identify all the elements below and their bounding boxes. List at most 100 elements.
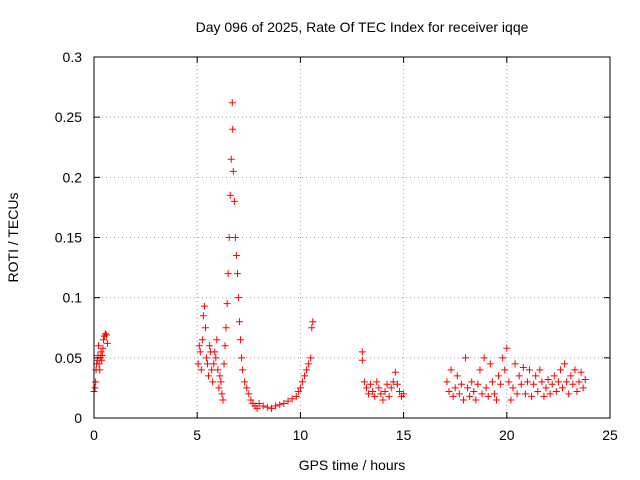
data-point xyxy=(490,390,498,398)
x-axis-label: GPS time / hours xyxy=(299,457,406,473)
y-tick-label: 0 xyxy=(74,410,82,426)
data-point xyxy=(495,372,503,380)
data-point xyxy=(305,360,313,368)
data-point xyxy=(472,396,480,404)
data-point xyxy=(268,404,276,412)
data-point xyxy=(546,390,554,398)
data-point xyxy=(579,384,587,392)
data-point xyxy=(98,351,106,359)
data-point xyxy=(230,197,238,205)
data-point xyxy=(453,372,461,380)
data-point xyxy=(209,378,217,386)
data-point xyxy=(393,380,401,388)
data-point xyxy=(505,378,513,386)
data-point xyxy=(92,378,100,386)
data-point xyxy=(219,396,227,404)
data-point xyxy=(552,388,560,396)
y-tick-label: 0.1 xyxy=(63,290,83,306)
data-point xyxy=(95,342,103,350)
data-point xyxy=(567,372,575,380)
data-point xyxy=(379,396,387,404)
data-point xyxy=(102,331,110,339)
data-point xyxy=(550,372,558,380)
data-point xyxy=(101,330,109,338)
y-tick-label: 0.2 xyxy=(63,169,83,185)
data-point xyxy=(96,366,104,374)
y-tick-label: 0.05 xyxy=(55,350,82,366)
data-point xyxy=(540,392,548,400)
data-point xyxy=(503,344,511,352)
data-point xyxy=(237,336,245,344)
data-point xyxy=(528,392,536,400)
data-point xyxy=(383,380,391,388)
data-point xyxy=(198,336,206,344)
data-point xyxy=(548,380,556,388)
data-point xyxy=(391,368,399,376)
data-point xyxy=(255,400,263,408)
data-point xyxy=(296,384,304,392)
data-point xyxy=(577,368,585,376)
data-point xyxy=(395,388,403,396)
data-point xyxy=(377,390,385,398)
data-point xyxy=(99,344,107,352)
data-point xyxy=(515,372,523,380)
data-point xyxy=(205,372,213,380)
data-point xyxy=(532,372,540,380)
data-point xyxy=(213,336,221,344)
data-point xyxy=(288,395,296,403)
data-point xyxy=(375,384,383,392)
data-point xyxy=(214,366,222,374)
data-point xyxy=(221,342,229,350)
data-point xyxy=(220,360,228,368)
data-point xyxy=(462,354,470,362)
data-point xyxy=(486,360,494,368)
data-point xyxy=(227,155,235,163)
data-point xyxy=(445,388,453,396)
data-point xyxy=(573,388,581,396)
x-tick-label: 20 xyxy=(499,427,515,443)
x-tick-label: 25 xyxy=(602,427,618,443)
data-point xyxy=(215,384,223,392)
data-point xyxy=(468,378,476,386)
data-point xyxy=(581,375,589,383)
x-tick-label: 10 xyxy=(293,427,309,443)
data-point xyxy=(538,378,546,386)
data-point xyxy=(97,348,105,356)
data-point xyxy=(478,390,486,398)
data-point xyxy=(204,360,212,368)
data-point xyxy=(210,360,218,368)
data-point xyxy=(253,404,261,412)
data-point xyxy=(231,234,239,241)
data-point xyxy=(509,384,517,392)
data-point xyxy=(238,354,246,362)
data-point xyxy=(239,366,247,374)
data-point xyxy=(91,384,99,392)
data-point xyxy=(511,360,519,368)
y-tick-label: 0.25 xyxy=(55,109,82,125)
data-point xyxy=(197,366,205,374)
data-point xyxy=(480,354,488,362)
data-point xyxy=(542,384,550,392)
data-point xyxy=(507,396,515,404)
data-point xyxy=(484,392,492,400)
data-point xyxy=(554,378,562,386)
data-point xyxy=(212,354,220,362)
data-point xyxy=(216,372,224,380)
data-point xyxy=(232,252,240,260)
data-point xyxy=(358,356,366,364)
data-point xyxy=(226,191,234,199)
data-point xyxy=(309,318,317,326)
data-point xyxy=(575,378,583,386)
data-point xyxy=(526,366,534,374)
data-point xyxy=(488,378,496,386)
data-point xyxy=(365,390,373,398)
data-point xyxy=(449,392,457,400)
data-point xyxy=(233,270,241,278)
x-tick-label: 15 xyxy=(396,427,412,443)
data-point xyxy=(523,378,531,386)
data-point xyxy=(208,366,216,374)
data-point xyxy=(385,392,393,400)
data-point xyxy=(217,378,225,386)
data-point xyxy=(501,366,509,374)
